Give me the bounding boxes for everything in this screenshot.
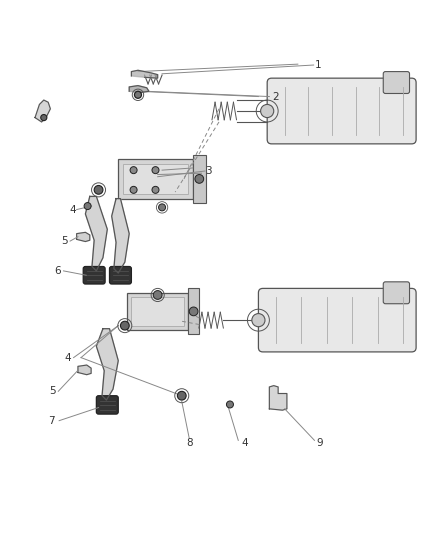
Circle shape [159,204,166,211]
Text: 8: 8 [186,438,193,448]
FancyBboxPatch shape [267,78,416,144]
Circle shape [195,174,204,183]
Circle shape [177,391,186,400]
Circle shape [152,187,159,193]
Polygon shape [78,365,91,375]
FancyBboxPatch shape [383,71,410,93]
Circle shape [130,167,137,174]
Circle shape [94,185,103,194]
Circle shape [134,91,141,98]
FancyBboxPatch shape [96,395,118,414]
Text: 6: 6 [54,266,61,276]
Polygon shape [131,70,158,78]
Text: 5: 5 [49,386,56,397]
Circle shape [84,203,91,209]
Circle shape [189,307,198,316]
Bar [127,293,188,330]
Text: 3: 3 [205,166,212,176]
Polygon shape [269,386,287,410]
Circle shape [152,167,159,174]
Polygon shape [85,197,107,271]
Text: 4: 4 [69,205,76,215]
Circle shape [261,104,274,118]
FancyBboxPatch shape [110,266,131,284]
Text: 9: 9 [316,438,323,448]
Bar [188,288,199,334]
Text: 2: 2 [272,92,279,102]
Bar [123,164,188,194]
Circle shape [41,115,47,120]
Bar [118,159,193,199]
FancyBboxPatch shape [258,288,416,352]
Polygon shape [129,86,149,93]
Polygon shape [96,329,118,400]
Text: 4: 4 [64,353,71,362]
Polygon shape [112,199,129,273]
FancyBboxPatch shape [383,282,410,304]
Polygon shape [35,100,50,122]
Text: 5: 5 [61,236,68,246]
Circle shape [153,290,162,300]
Bar [193,155,206,203]
Text: 4: 4 [241,438,248,448]
Polygon shape [77,232,90,241]
FancyBboxPatch shape [83,266,105,284]
Circle shape [226,401,233,408]
Text: 7: 7 [48,416,55,426]
Circle shape [130,187,137,193]
Bar [131,297,184,326]
Circle shape [120,321,129,330]
Circle shape [252,313,265,327]
Text: 1: 1 [314,60,321,70]
